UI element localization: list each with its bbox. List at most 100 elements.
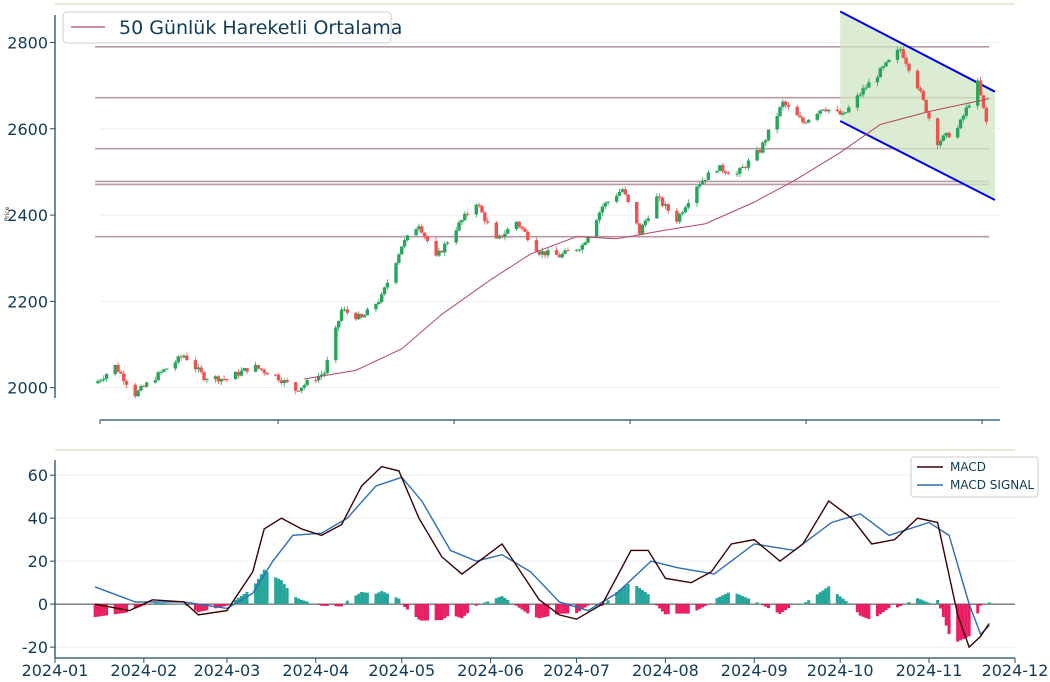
candle-body <box>884 62 888 67</box>
macd-histogram-bar <box>514 604 518 606</box>
macd-histogram-bar <box>219 604 223 608</box>
candle-body <box>454 230 458 243</box>
candle-body <box>537 251 541 255</box>
macd-histogram-bar <box>113 604 117 615</box>
candle-body <box>354 312 358 320</box>
macd-histogram-bar <box>543 604 547 618</box>
macd-histogram-bar <box>494 598 498 605</box>
candle-body <box>786 105 791 107</box>
candle-body <box>881 66 885 69</box>
price-y-tick-label: 2400 <box>7 206 48 225</box>
macd-histogram <box>93 569 991 642</box>
macd-histogram-bar <box>724 593 728 605</box>
macd-histogram-bar <box>741 596 745 605</box>
macd-histogram-bar <box>947 604 951 635</box>
candle-body <box>526 231 530 241</box>
candle-body <box>795 106 799 116</box>
macd-x-tick-label: 2024-12 <box>982 661 1049 680</box>
macd-histogram-bar <box>735 593 739 605</box>
candle-body <box>362 315 367 318</box>
candle-body <box>276 374 281 381</box>
macd-histogram-bar <box>941 604 945 618</box>
macd-histogram-bar <box>623 585 627 605</box>
candle-body <box>262 369 266 373</box>
macd-histogram-bar <box>775 604 779 613</box>
candle-body <box>245 368 249 372</box>
macd-histogram-bar <box>199 604 203 612</box>
candle-body <box>763 140 768 143</box>
macd-histogram-bar <box>420 604 424 621</box>
candle-body <box>841 113 845 115</box>
macd-x-tick-label: 2024-07 <box>543 661 610 680</box>
macd-histogram-bar <box>626 583 630 605</box>
candle-body <box>483 212 487 222</box>
macd-histogram-bar <box>586 604 590 606</box>
candle-body <box>239 370 243 376</box>
macd-histogram-bar <box>755 602 759 605</box>
macd-histogram-bar <box>317 604 321 605</box>
macd-histogram-bar <box>615 592 619 605</box>
candle-body <box>566 250 570 252</box>
candle-body <box>735 173 739 175</box>
macd-histogram-bar <box>987 602 991 605</box>
macd-histogram-bar <box>99 604 103 617</box>
candle-body <box>554 250 559 255</box>
candle-body <box>938 140 943 146</box>
macd-histogram-bar <box>454 604 458 617</box>
candle-body <box>379 294 384 302</box>
macd-histogram-bar <box>440 604 444 621</box>
macd-histogram-bar <box>357 593 361 605</box>
macd-histogram-bar <box>738 594 742 605</box>
macd-histogram-bar <box>196 604 200 613</box>
candle-body <box>385 282 390 288</box>
macd-histogram-bar <box>397 598 401 605</box>
candle-body <box>941 135 946 141</box>
macd-histogram-bar <box>944 604 948 626</box>
macd-histogram-bar <box>887 604 891 609</box>
price-moving-average <box>304 98 990 380</box>
macd-histogram-bar <box>715 598 719 605</box>
candle-body <box>486 221 490 223</box>
candle-body <box>875 77 880 83</box>
macd-histogram-bar <box>795 604 799 605</box>
macd-histogram-bar <box>618 590 622 605</box>
candle-body <box>827 109 831 112</box>
candle-body <box>778 107 782 117</box>
candle-body <box>901 49 905 58</box>
candle-body <box>205 379 209 381</box>
macd-histogram-bar <box>778 604 782 614</box>
candle-body <box>721 165 725 172</box>
macd-y-tick-label: 60 <box>28 466 48 485</box>
macd-histogram-bar <box>744 597 748 605</box>
macd-histogram-bar <box>294 597 298 605</box>
price-y-tick-label: 2600 <box>7 120 48 139</box>
candle-body <box>580 245 584 250</box>
candle-body <box>597 212 602 221</box>
candle-body <box>858 94 862 96</box>
candle-body <box>365 309 370 316</box>
candle-body <box>294 382 298 391</box>
macd-histogram-bar <box>597 604 601 606</box>
macd-histogram-bar <box>446 604 450 617</box>
macd-histogram-bar <box>706 604 710 605</box>
candle-body <box>958 119 963 129</box>
macd-histogram-bar <box>976 604 980 614</box>
macd-histogram-bar <box>354 595 358 605</box>
macd-histogram-bar <box>635 585 639 605</box>
candle-body <box>738 168 742 174</box>
candle-body <box>967 105 971 108</box>
macd-histogram-bar <box>927 602 931 605</box>
macd-lines <box>94 465 990 649</box>
candle-body <box>394 262 398 283</box>
candle-body <box>921 90 925 100</box>
candle-body <box>480 206 484 213</box>
macd-histogram-bar <box>96 604 100 617</box>
candle-body <box>680 212 685 214</box>
candle-body <box>761 142 765 153</box>
candle-body <box>279 380 284 384</box>
macd-y-tick-label: 0 <box>38 595 48 614</box>
candle-body <box>434 241 438 256</box>
candle-body <box>964 107 968 116</box>
macd-x-tick-label: 2024-01 <box>22 661 89 680</box>
macd-x-tick-label: 2024-08 <box>632 661 699 680</box>
